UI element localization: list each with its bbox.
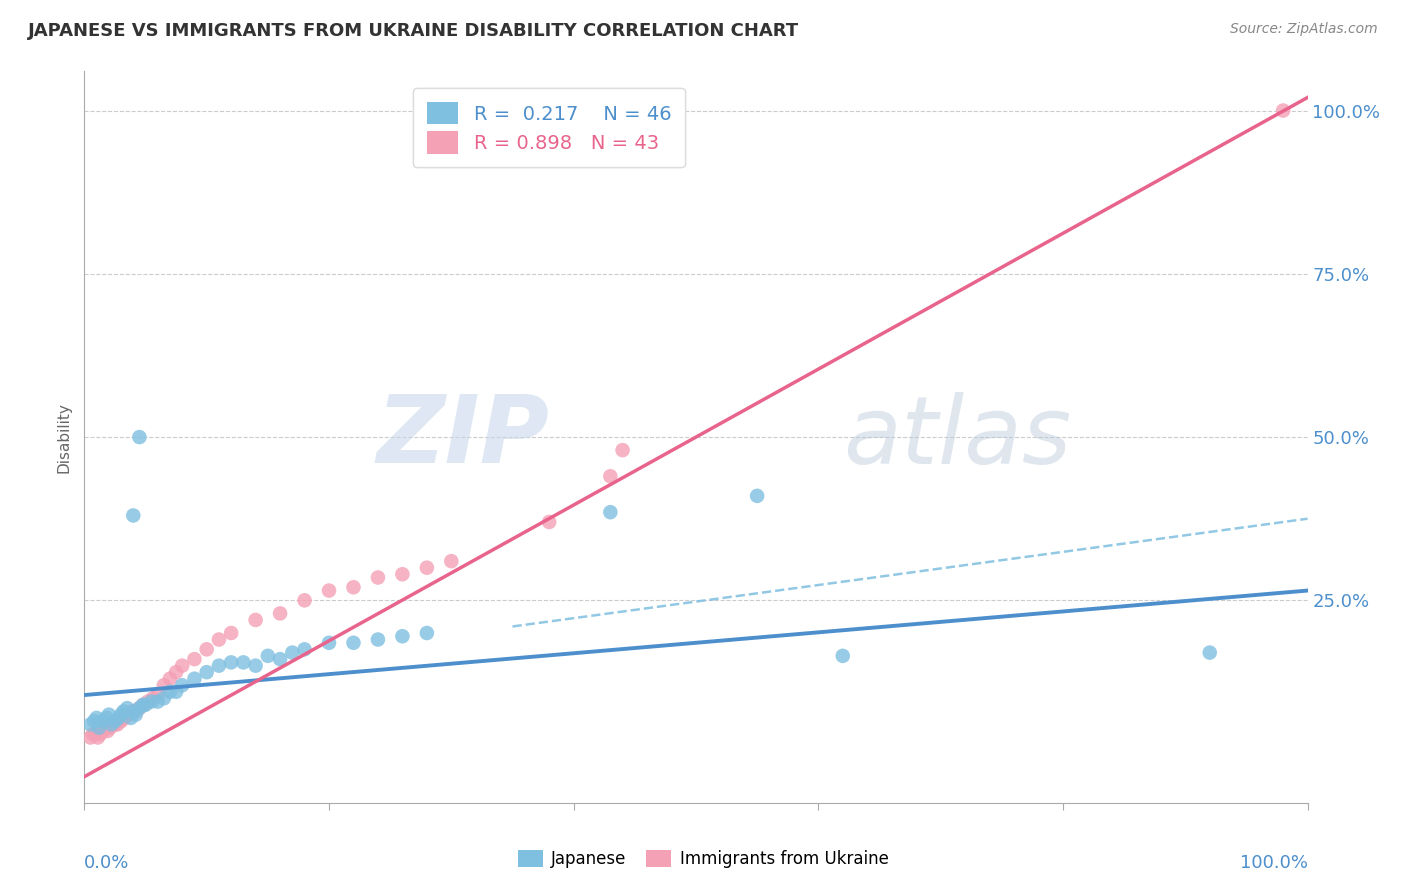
- Point: [159, 672, 181, 686]
- Point: [318, 583, 340, 598]
- Point: [269, 607, 291, 621]
- Point: [83, 714, 105, 728]
- Point: [172, 678, 194, 692]
- Text: 100.0%: 100.0%: [1240, 854, 1308, 872]
- Text: 0.0%: 0.0%: [84, 854, 129, 872]
- Point: [104, 714, 127, 728]
- Point: [831, 648, 853, 663]
- Point: [115, 701, 138, 715]
- Point: [142, 691, 165, 706]
- Point: [165, 685, 187, 699]
- Point: [367, 632, 389, 647]
- Point: [132, 698, 155, 712]
- Text: Source: ZipAtlas.com: Source: ZipAtlas.com: [1230, 22, 1378, 37]
- Text: ZIP: ZIP: [377, 391, 550, 483]
- Point: [136, 695, 159, 709]
- Point: [165, 665, 187, 680]
- Point: [97, 707, 120, 722]
- Point: [172, 658, 194, 673]
- Point: [245, 613, 267, 627]
- Point: [342, 636, 364, 650]
- Legend: R =  0.217    N = 46, R = 0.898   N = 43: R = 0.217 N = 46, R = 0.898 N = 43: [413, 88, 685, 168]
- Point: [121, 705, 143, 719]
- Point: [599, 469, 621, 483]
- Point: [208, 632, 231, 647]
- Point: [128, 701, 150, 715]
- Point: [135, 698, 157, 712]
- Point: [1198, 646, 1220, 660]
- Point: [195, 665, 218, 680]
- Point: [91, 714, 114, 728]
- Point: [100, 717, 122, 731]
- Point: [114, 711, 136, 725]
- Point: [82, 727, 104, 741]
- Point: [104, 717, 127, 731]
- Point: [112, 705, 135, 719]
- Point: [110, 714, 132, 728]
- Point: [257, 648, 280, 663]
- Point: [294, 642, 316, 657]
- Point: [747, 489, 769, 503]
- Point: [183, 672, 205, 686]
- Point: [101, 717, 124, 731]
- Point: [416, 560, 439, 574]
- Point: [208, 658, 231, 673]
- Point: [84, 727, 107, 741]
- Point: [107, 711, 129, 725]
- Text: atlas: atlas: [842, 392, 1071, 483]
- Point: [219, 656, 242, 670]
- Point: [125, 705, 148, 719]
- Text: JAPANESE VS IMMIGRANTS FROM UKRAINE DISABILITY CORRELATION CHART: JAPANESE VS IMMIGRANTS FROM UKRAINE DISA…: [28, 22, 799, 40]
- Point: [612, 443, 634, 458]
- Point: [367, 570, 389, 584]
- Point: [128, 701, 150, 715]
- Point: [391, 567, 413, 582]
- Point: [342, 580, 364, 594]
- Point: [117, 707, 139, 722]
- Point: [294, 593, 316, 607]
- Point: [232, 656, 254, 670]
- Point: [86, 711, 108, 725]
- Point: [440, 554, 463, 568]
- Point: [96, 711, 118, 725]
- Point: [245, 658, 267, 673]
- Point: [281, 646, 304, 660]
- Point: [91, 723, 114, 738]
- Point: [79, 717, 101, 731]
- Point: [105, 717, 128, 731]
- Point: [94, 721, 117, 735]
- Point: [98, 721, 121, 735]
- Point: [159, 685, 181, 699]
- Point: [122, 705, 145, 719]
- Point: [97, 723, 120, 738]
- Point: [146, 695, 169, 709]
- Point: [122, 508, 145, 523]
- Point: [391, 629, 413, 643]
- Point: [125, 707, 148, 722]
- Point: [132, 698, 155, 712]
- Point: [128, 430, 150, 444]
- Point: [599, 505, 621, 519]
- Point: [120, 711, 142, 725]
- Point: [146, 688, 169, 702]
- Point: [269, 652, 291, 666]
- Point: [141, 695, 163, 709]
- Point: [219, 626, 242, 640]
- Point: [87, 731, 110, 745]
- Point: [538, 515, 561, 529]
- Y-axis label: Disability: Disability: [56, 401, 72, 473]
- Point: [110, 707, 132, 722]
- Point: [195, 642, 218, 657]
- Point: [416, 626, 439, 640]
- Point: [87, 721, 110, 735]
- Legend: Japanese, Immigrants from Ukraine: Japanese, Immigrants from Ukraine: [510, 843, 896, 875]
- Point: [1272, 103, 1295, 118]
- Point: [89, 727, 111, 741]
- Point: [79, 731, 101, 745]
- Point: [153, 691, 176, 706]
- Point: [318, 636, 340, 650]
- Point: [183, 652, 205, 666]
- Point: [153, 678, 176, 692]
